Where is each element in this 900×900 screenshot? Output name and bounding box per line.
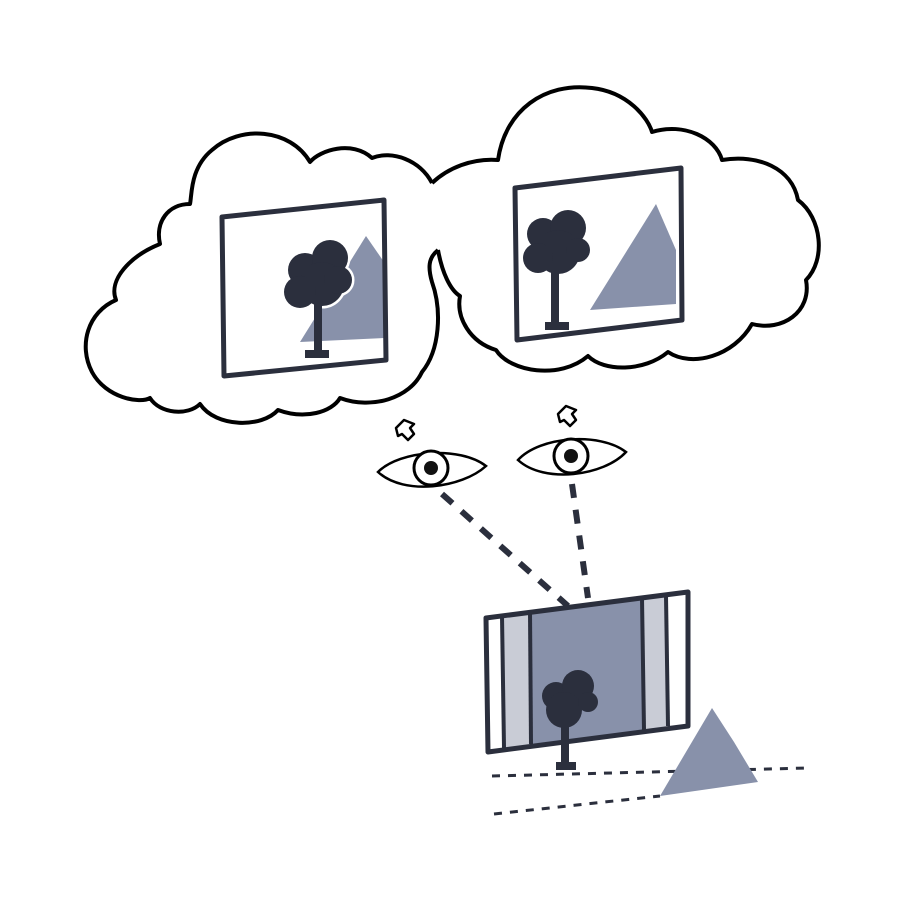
- ground-line-lower: [493, 794, 661, 816]
- view-frame-border: [483, 589, 691, 755]
- thought-cloud: [83, 85, 821, 425]
- left-eye-pupil: [424, 461, 438, 475]
- mountain-right: [590, 204, 676, 310]
- ground-lines: [491, 766, 809, 816]
- tree-right: [523, 210, 590, 330]
- sight-lines: [440, 483, 591, 609]
- right-sight-line: [569, 483, 591, 599]
- ground-line-upper: [491, 766, 809, 778]
- picture-frame-right-border: [512, 165, 685, 343]
- real-mountain: [660, 708, 758, 796]
- picture-frame-left-border: [219, 197, 389, 379]
- imagined-picture-right: [512, 165, 685, 343]
- imagined-picture-left: [219, 197, 389, 379]
- tree-left-fill: [284, 240, 352, 358]
- right-eye-pupil: [564, 449, 578, 463]
- view-frame: [483, 589, 691, 755]
- right-eye-arrow-icon: [556, 404, 578, 428]
- left-eye: [376, 449, 488, 488]
- right-eye: [516, 437, 628, 476]
- view-frame-right-panel: [642, 596, 668, 730]
- left-sight-line: [440, 491, 570, 609]
- view-frame-left-panel: [502, 612, 531, 748]
- view-frame-dividers: [500, 595, 670, 749]
- left-eye-arrow-icon: [394, 418, 416, 442]
- real-tree: [542, 670, 598, 770]
- view-frame-screen: [531, 598, 643, 744]
